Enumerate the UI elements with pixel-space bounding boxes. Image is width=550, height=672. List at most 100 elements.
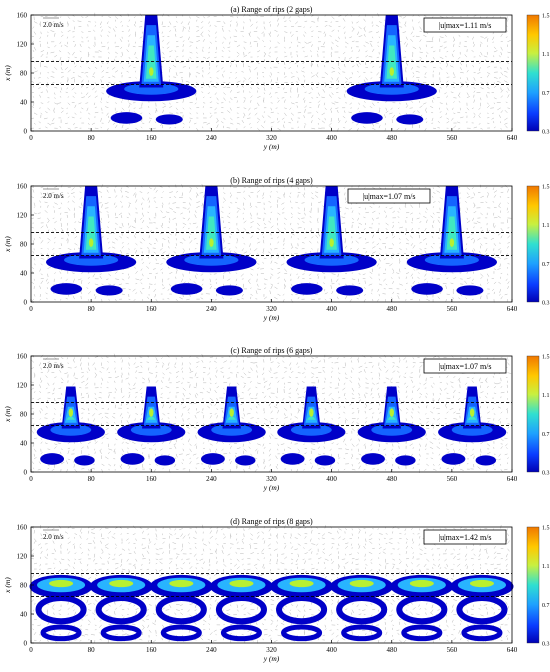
- vector-arrow: [37, 468, 41, 471]
- vector-arrow: [94, 283, 99, 286]
- vector-arrow: [135, 243, 138, 246]
- vector-arrow: [419, 51, 423, 53]
- vector-arrow: [491, 117, 495, 120]
- vector-arrow: [277, 282, 280, 285]
- vector-arrow: [466, 227, 468, 230]
- vector-arrow: [324, 117, 326, 121]
- vector-arrow: [499, 195, 501, 198]
- vector-arrow: [365, 382, 369, 384]
- vector-arrow: [220, 371, 224, 373]
- vector-arrow: [465, 448, 468, 451]
- vector-arrow: [135, 366, 139, 368]
- vector-arrow: [423, 382, 427, 386]
- vector-arrow: [155, 298, 158, 302]
- vector-arrow: [229, 461, 232, 465]
- vector-arrow: [92, 87, 96, 91]
- vector-arrow: [317, 379, 319, 383]
- vector-arrow: [396, 365, 400, 368]
- vector-arrow: [295, 201, 298, 203]
- vector-arrow: [439, 102, 443, 104]
- vector-arrow: [317, 463, 319, 466]
- vector-arrow: [277, 112, 279, 115]
- vector-arrow: [126, 70, 129, 73]
- vector-arrow: [377, 45, 380, 48]
- vector-arrow: [100, 79, 102, 83]
- vector-arrow: [193, 122, 197, 125]
- contour-shape: [291, 283, 323, 295]
- vector-arrow: [431, 117, 434, 122]
- vector-arrow: [207, 51, 211, 54]
- vector-arrow: [277, 236, 279, 239]
- vector-arrow: [282, 207, 285, 211]
- vector-arrow: [397, 210, 400, 213]
- vector-arrow: [132, 387, 136, 390]
- vector-arrow: [186, 298, 190, 301]
- vector-arrow: [297, 217, 301, 220]
- vector-arrow: [106, 367, 109, 371]
- vector-arrow: [471, 441, 474, 444]
- vector-arrow: [446, 448, 449, 451]
- vector-arrow: [424, 448, 427, 450]
- vector-arrow: [169, 50, 173, 53]
- vector-arrow: [236, 85, 239, 88]
- vector-arrow: [437, 397, 441, 402]
- vector-arrow: [57, 102, 62, 104]
- vector-arrow: [47, 382, 50, 386]
- vector-arrow: [432, 468, 437, 471]
- vector-arrow: [162, 51, 165, 55]
- vector-arrow: [108, 448, 113, 451]
- vector-arrow: [411, 379, 414, 383]
- vector-arrow: [241, 85, 244, 88]
- vector-arrow: [302, 194, 305, 198]
- vector-arrow: [385, 237, 388, 239]
- vector-arrow: [139, 191, 143, 193]
- vector-arrow: [33, 437, 38, 439]
- vector-arrow: [243, 227, 247, 231]
- vector-arrow: [391, 457, 393, 460]
- vector-arrow: [196, 16, 200, 19]
- vector-arrow: [106, 189, 109, 193]
- vector-arrow: [30, 196, 35, 198]
- vector-arrow: [505, 125, 508, 129]
- vector-arrow: [223, 36, 227, 40]
- vector-arrow: [311, 197, 315, 200]
- vector-arrow: [135, 370, 138, 373]
- vector-arrow: [120, 403, 123, 407]
- vector-arrow: [182, 226, 185, 229]
- vector-arrow: [459, 67, 463, 71]
- vector-arrow: [189, 232, 192, 235]
- vector-arrow: [363, 100, 366, 103]
- vector-arrow: [139, 356, 143, 358]
- vector-arrow: [263, 423, 266, 425]
- vector-arrow: [269, 40, 271, 42]
- vector-arrow: [46, 89, 48, 93]
- vector-arrow: [73, 195, 75, 198]
- vector-arrow: [384, 128, 386, 131]
- vector-arrow: [54, 227, 57, 231]
- vector-arrow: [363, 44, 366, 48]
- y-tick-label: 160: [17, 183, 28, 191]
- vector-arrow: [236, 227, 240, 231]
- vector-arrow: [337, 273, 339, 278]
- vector-arrow: [187, 408, 190, 412]
- vector-arrow: [53, 420, 55, 424]
- vector-arrow: [377, 463, 380, 466]
- vector-arrow: [66, 214, 69, 218]
- contour-peak: [389, 67, 395, 76]
- vector-arrow: [270, 79, 273, 83]
- vector-arrow: [182, 44, 184, 47]
- vector-arrow: [54, 92, 56, 95]
- vector-arrow: [405, 102, 408, 106]
- vector-arrow: [430, 46, 434, 48]
- vector-arrow: [363, 28, 366, 32]
- vector-arrow: [65, 112, 68, 115]
- vector-arrow: [419, 212, 421, 215]
- vector-arrow: [85, 102, 89, 104]
- contour-shape: [215, 285, 243, 296]
- vector-arrow: [358, 232, 361, 234]
- vector-arrow: [437, 418, 440, 421]
- vector-arrow: [383, 366, 386, 368]
- vector-arrow: [236, 238, 239, 242]
- vector-arrow: [405, 272, 410, 274]
- vector-arrow: [363, 369, 366, 373]
